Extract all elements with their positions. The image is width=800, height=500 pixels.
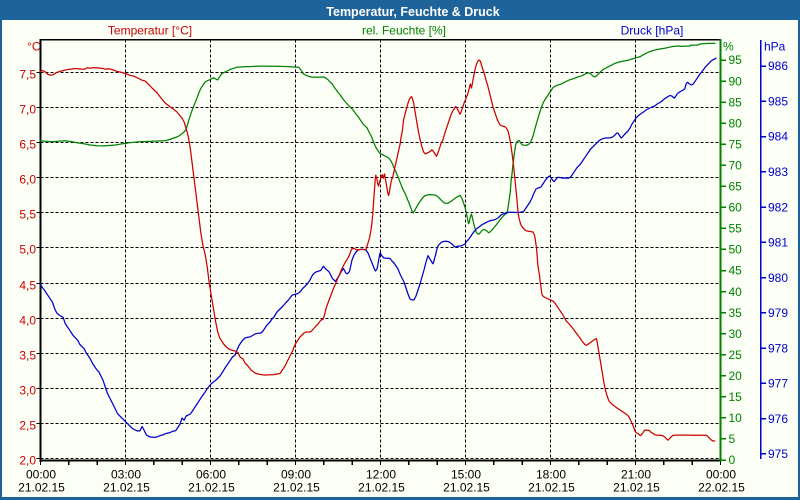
svg-text:00:00: 00:00 bbox=[706, 468, 736, 482]
svg-text:3,5: 3,5 bbox=[19, 349, 36, 363]
svg-text:21.02.15: 21.02.15 bbox=[613, 481, 660, 495]
svg-text:985: 985 bbox=[768, 94, 788, 108]
svg-text:12:00: 12:00 bbox=[366, 468, 396, 482]
svg-text:21.02.15: 21.02.15 bbox=[103, 481, 150, 495]
svg-text:30: 30 bbox=[729, 327, 743, 341]
svg-text:21.02.15: 21.02.15 bbox=[188, 481, 235, 495]
svg-text:15:00: 15:00 bbox=[451, 468, 481, 482]
svg-text:40: 40 bbox=[729, 285, 743, 299]
svg-text:95: 95 bbox=[729, 53, 743, 67]
svg-text:982: 982 bbox=[768, 200, 788, 214]
svg-text:984: 984 bbox=[768, 130, 788, 144]
svg-text:976: 976 bbox=[768, 412, 788, 426]
svg-text:25: 25 bbox=[729, 348, 743, 362]
svg-text:03:00: 03:00 bbox=[111, 468, 141, 482]
svg-text:55: 55 bbox=[729, 222, 743, 236]
svg-text:7,0: 7,0 bbox=[19, 103, 36, 117]
svg-text:981: 981 bbox=[768, 236, 788, 250]
svg-text:60: 60 bbox=[729, 201, 743, 215]
svg-text:09:00: 09:00 bbox=[281, 468, 311, 482]
svg-text:979: 979 bbox=[768, 306, 788, 320]
svg-text:977: 977 bbox=[768, 377, 788, 391]
svg-text:4,0: 4,0 bbox=[19, 314, 36, 328]
svg-text:975: 975 bbox=[768, 447, 788, 461]
svg-text:983: 983 bbox=[768, 165, 788, 179]
svg-text:°C: °C bbox=[27, 40, 41, 54]
svg-text:10: 10 bbox=[729, 411, 743, 425]
svg-text:70: 70 bbox=[729, 158, 743, 172]
svg-text:5,0: 5,0 bbox=[19, 243, 36, 257]
svg-text:21.02.15: 21.02.15 bbox=[18, 481, 65, 495]
svg-text:hPa: hPa bbox=[764, 40, 786, 54]
svg-text:06:00: 06:00 bbox=[196, 468, 226, 482]
svg-text:Temperatur [°C]: Temperatur [°C] bbox=[108, 24, 192, 38]
svg-text:80: 80 bbox=[729, 116, 743, 130]
svg-text:21.02.15: 21.02.15 bbox=[528, 481, 575, 495]
svg-text:%: % bbox=[723, 40, 734, 54]
svg-text:3,0: 3,0 bbox=[19, 384, 36, 398]
svg-text:2,0: 2,0 bbox=[19, 454, 36, 468]
svg-text:Druck [hPa]: Druck [hPa] bbox=[621, 24, 684, 38]
svg-text:rel. Feuchte [%]: rel. Feuchte [%] bbox=[362, 24, 446, 38]
svg-text:6,0: 6,0 bbox=[19, 173, 36, 187]
svg-text:5: 5 bbox=[729, 432, 736, 446]
svg-text:0: 0 bbox=[729, 453, 736, 467]
svg-text:90: 90 bbox=[729, 74, 743, 88]
svg-text:5,5: 5,5 bbox=[19, 208, 36, 222]
svg-text:85: 85 bbox=[729, 95, 743, 109]
svg-text:4,5: 4,5 bbox=[19, 279, 36, 293]
svg-text:2,5: 2,5 bbox=[19, 419, 36, 433]
svg-text:35: 35 bbox=[729, 306, 743, 320]
svg-text:21:00: 21:00 bbox=[621, 468, 651, 482]
svg-text:7,5: 7,5 bbox=[19, 68, 36, 82]
svg-text:50: 50 bbox=[729, 243, 743, 257]
svg-text:21.02.15: 21.02.15 bbox=[358, 481, 405, 495]
svg-text:22.02.15: 22.02.15 bbox=[698, 481, 745, 495]
svg-text:21.02.15: 21.02.15 bbox=[273, 481, 320, 495]
svg-text:45: 45 bbox=[729, 264, 743, 278]
svg-text:65: 65 bbox=[729, 180, 743, 194]
svg-text:978: 978 bbox=[768, 341, 788, 355]
svg-text:6,5: 6,5 bbox=[19, 138, 36, 152]
svg-text:21.02.15: 21.02.15 bbox=[443, 481, 490, 495]
svg-text:15: 15 bbox=[729, 390, 743, 404]
svg-text:75: 75 bbox=[729, 137, 743, 151]
svg-text:986: 986 bbox=[768, 59, 788, 73]
svg-text:20: 20 bbox=[729, 369, 743, 383]
svg-text:980: 980 bbox=[768, 271, 788, 285]
svg-text:00:00: 00:00 bbox=[26, 468, 56, 482]
svg-text:18:00: 18:00 bbox=[536, 468, 566, 482]
